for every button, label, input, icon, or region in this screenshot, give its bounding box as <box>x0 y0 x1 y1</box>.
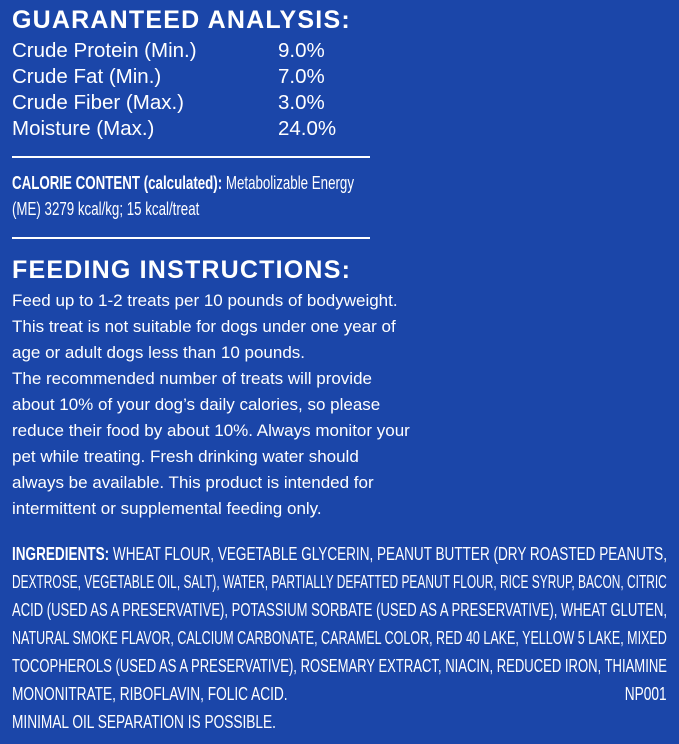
analysis-label-moisture: Moisture (Max.) <box>12 117 155 140</box>
divider <box>12 237 370 239</box>
analysis-label-fiber: Crude Fiber (Max.) <box>12 91 185 114</box>
analysis-value-fiber: 3.0% <box>278 91 325 114</box>
ingredients-label: INGREDIENTS: <box>12 543 110 564</box>
calorie-line1: Metabolizable Energy <box>222 173 354 193</box>
ingredients-line: ACID (USED AS A PRESERVATIVE), POTASSIUM… <box>12 599 667 620</box>
feeding-line: age or adult dogs less than 10 pounds. <box>12 343 305 362</box>
ingredients-first-line: INGREDIENTS: WHEAT FLOUR, VEGETABLE GLYC… <box>12 541 667 567</box>
ingredients-line: DEXTROSE, VEGETABLE OIL, SALT), WATER, P… <box>12 571 667 592</box>
divider <box>12 156 370 158</box>
feeding-line: This treat is not suitable for dogs unde… <box>12 317 396 336</box>
feeding-line: intermittent or supplemental feeding onl… <box>12 499 322 518</box>
ingredients-line: WHEAT FLOUR, VEGETABLE GLYCERIN, PEANUT … <box>109 543 667 564</box>
feeding-line: reduce their food by about 10%. Always m… <box>12 421 410 440</box>
analysis-label-protein: Crude Protein (Min.) <box>12 39 197 62</box>
analysis-label-fat: Crude Fat (Min.) <box>12 65 162 88</box>
feeding-line: The recommended number of treats will pr… <box>12 369 372 388</box>
ingredients-line: TOCOPHEROLS (USED AS A PRESERVATIVE), RO… <box>12 655 667 676</box>
calorie-content: CALORIE CONTENT (calculated): Metaboliza… <box>12 171 354 195</box>
oil-separation-note: MINIMAL OIL SEPARATION IS POSSIBLE. <box>12 711 276 732</box>
feeding-line: always be available. This product is int… <box>12 473 374 492</box>
analysis-value-fat: 7.0% <box>278 65 325 88</box>
calorie-line2: (ME) 3279 kcal/kg; 15 kcal/treat <box>12 199 200 219</box>
feeding-line: about 10% of your dog’s daily calories, … <box>12 395 381 414</box>
feeding-instructions-heading: FEEDING INSTRUCTIONS: <box>12 256 352 284</box>
analysis-value-moisture: 24.0% <box>278 117 337 140</box>
guaranteed-analysis-heading: GUARANTEED ANALYSIS: <box>12 6 351 34</box>
ingredients-line: MONONITRATE, RIBOFLAVIN, FOLIC ACID. <box>12 683 288 704</box>
calorie-label: CALORIE CONTENT (calculated): <box>12 173 223 193</box>
feeding-line: Feed up to 1-2 treats per 10 pounds of b… <box>12 291 398 310</box>
product-code: NP001 <box>625 683 667 704</box>
feeding-line: pet while treating. Fresh drinking water… <box>12 447 359 466</box>
analysis-value-protein: 9.0% <box>278 39 325 62</box>
ingredients-line: NATURAL SMOKE FLAVOR, CALCIUM CARBONATE,… <box>12 627 667 648</box>
